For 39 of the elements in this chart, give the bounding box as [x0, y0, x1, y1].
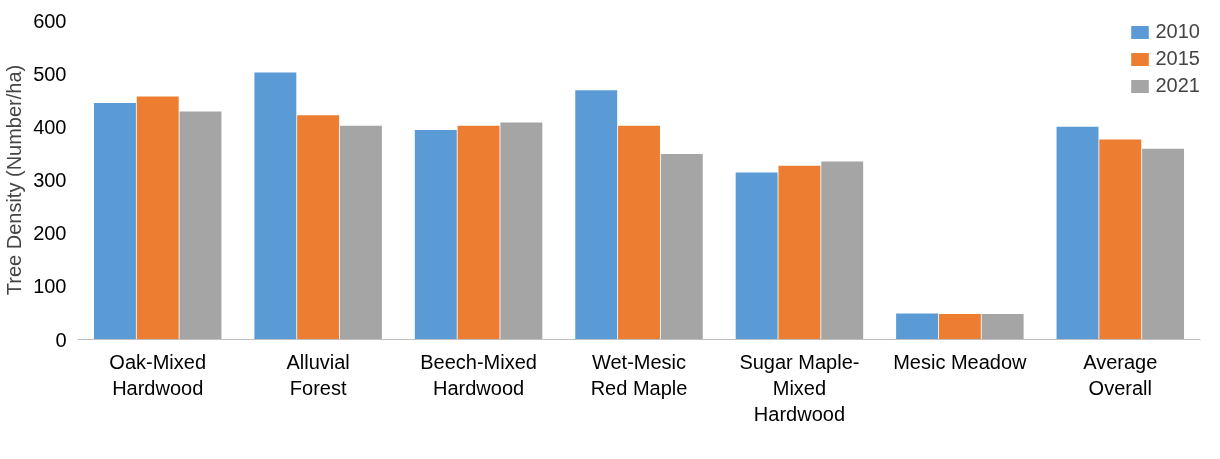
- bar: [500, 122, 543, 340]
- x-tick-label: Beech-Mixed Hardwood: [420, 350, 537, 399]
- y-tick-label: 600: [33, 9, 67, 32]
- bar: [136, 96, 179, 340]
- bar: [660, 153, 703, 340]
- y-tick-label: 400: [33, 115, 67, 138]
- y-tick-label: 300: [33, 169, 67, 191]
- bar: [896, 313, 939, 340]
- y-tick-label: 500: [33, 62, 67, 85]
- legend-label: 2015: [1155, 47, 1200, 70]
- bar: [778, 165, 821, 340]
- bar: [1099, 139, 1142, 340]
- x-tick-label: Mesic Meadow: [893, 350, 1028, 373]
- y-tick-label: 100: [33, 275, 67, 298]
- y-axis-title: Tree Density (Number/ha): [3, 64, 26, 296]
- legend-label: 2010: [1155, 20, 1200, 43]
- x-tick-label: Average Overall: [1083, 350, 1158, 399]
- legend-label: 2021: [1155, 74, 1200, 97]
- bar: [297, 115, 340, 340]
- bar: [1142, 148, 1185, 340]
- x-tick-label: Wet-Mesic Red Maple: [590, 350, 688, 399]
- bar: [339, 125, 382, 340]
- x-tick-label: Oak-Mixed Hardwood: [109, 350, 207, 399]
- bar: [938, 313, 981, 340]
- x-tick-label: Sugar Maple-Mixed Hardwood: [739, 350, 860, 426]
- bar: [981, 313, 1024, 340]
- y-tick-label: 200: [33, 222, 67, 245]
- bar: [735, 172, 778, 340]
- x-tick-label: Alluvial Forest: [286, 350, 350, 399]
- y-tick-label: 0: [55, 328, 67, 351]
- bar: [457, 125, 500, 340]
- bar: [93, 102, 136, 340]
- bar: [821, 161, 864, 340]
- bar: [414, 130, 457, 340]
- bar: [575, 90, 618, 340]
- bar: [1056, 126, 1099, 340]
- bar: [179, 111, 222, 340]
- bar: [254, 72, 297, 340]
- bar: [618, 125, 660, 340]
